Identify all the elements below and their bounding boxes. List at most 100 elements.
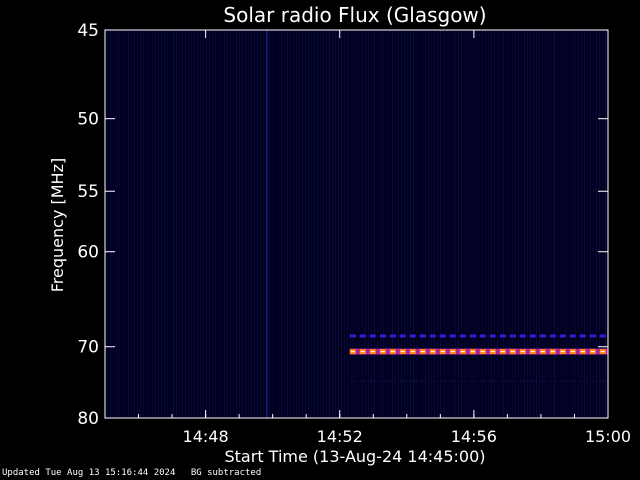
- y-tick-label: 70: [77, 338, 99, 358]
- plot-frame: [104, 29, 609, 419]
- noise-streak: [584, 30, 585, 418]
- noise-streak: [479, 30, 480, 418]
- noise-streak: [314, 30, 315, 418]
- band-dash: [569, 380, 576, 383]
- band-core: [410, 351, 415, 353]
- noise-streak: [188, 30, 189, 418]
- band-core: [350, 351, 355, 353]
- band-dash: [489, 380, 496, 383]
- noise-streak: [560, 30, 561, 418]
- y-axis-label: Frequency [MHz]: [48, 158, 67, 292]
- x-tick-label: 14:52: [317, 427, 363, 446]
- band-dash: [369, 380, 376, 383]
- band-dash: [589, 334, 596, 338]
- noise-streak: [578, 30, 579, 418]
- noise-streak: [272, 30, 273, 418]
- noise-streak: [470, 30, 471, 418]
- noise-streak: [275, 30, 276, 418]
- band-core: [450, 351, 455, 353]
- band-dash: [409, 380, 416, 383]
- noise-streak: [293, 30, 294, 418]
- noise-streak: [503, 30, 504, 418]
- noise-streak: [545, 30, 546, 418]
- noise-streak: [302, 30, 303, 418]
- noise-streak: [236, 30, 237, 418]
- y-tick-label: 50: [77, 110, 99, 130]
- noise-streak: [575, 30, 576, 418]
- noise-streak: [179, 30, 180, 418]
- noise-streak: [239, 30, 240, 418]
- noise-streak: [113, 30, 114, 418]
- noise-streak: [428, 30, 429, 418]
- band-dash: [359, 334, 366, 338]
- noise-streak: [311, 30, 312, 418]
- noise-streak: [473, 30, 474, 418]
- y-tick-label: 80: [77, 409, 99, 429]
- noise-streak: [269, 30, 270, 418]
- noise-streak: [155, 30, 156, 418]
- noise-streak: [251, 30, 252, 418]
- noise-streak: [518, 30, 519, 418]
- noise-streak: [194, 30, 195, 418]
- noise-streak: [434, 30, 435, 418]
- noise-streak: [335, 30, 336, 418]
- band-core: [540, 351, 545, 353]
- noise-streak: [380, 30, 381, 418]
- noise-streak: [254, 30, 255, 418]
- noise-streak: [359, 30, 360, 418]
- noise-streak: [383, 30, 384, 418]
- noise-streak: [263, 30, 264, 418]
- band-dash: [429, 380, 436, 383]
- x-tick-label: 14:56: [451, 427, 497, 446]
- noise-streak: [299, 30, 300, 418]
- band-dash: [409, 334, 416, 338]
- band-dash: [579, 334, 586, 338]
- x-tick-label: 14:48: [183, 427, 229, 446]
- band-dash: [399, 380, 406, 383]
- noise-streak: [485, 30, 486, 418]
- noise-streak: [452, 30, 453, 418]
- noise-streak: [368, 30, 369, 418]
- noise-streak: [392, 30, 393, 418]
- noise-streak: [449, 30, 450, 418]
- band-dash: [419, 380, 426, 383]
- noise-streak: [395, 30, 396, 418]
- noise-streak: [446, 30, 447, 418]
- noise-streak: [566, 30, 567, 418]
- band-core: [590, 351, 595, 353]
- noise-streak: [563, 30, 564, 418]
- band-core: [510, 351, 515, 353]
- emission-band: [349, 380, 606, 383]
- noise-streak: [110, 30, 111, 418]
- band-core: [430, 351, 435, 353]
- band-dash: [519, 380, 526, 383]
- noise-streak: [569, 30, 570, 418]
- noise-streak: [206, 30, 207, 418]
- noise-streak: [581, 30, 582, 418]
- noise-streak: [599, 30, 600, 418]
- noise-streak: [197, 30, 198, 418]
- x-axis-label: Start Time (13-Aug-24 14:45:00): [225, 447, 486, 466]
- noise-streak: [539, 30, 540, 418]
- band-core: [600, 351, 605, 353]
- noise-streak: [284, 30, 285, 418]
- noise-streak: [500, 30, 501, 418]
- noise-streak: [131, 30, 132, 418]
- band-dash: [379, 334, 386, 338]
- band-dash: [349, 380, 356, 383]
- noise-streak: [416, 30, 417, 418]
- noise-streak: [296, 30, 297, 418]
- noise-streak: [374, 30, 375, 418]
- emission-bands: [349, 334, 608, 383]
- noise-streak: [596, 30, 597, 418]
- noise-streak: [134, 30, 135, 418]
- noise-streak: [422, 30, 423, 418]
- band-core: [400, 351, 405, 353]
- noise-streak: [185, 30, 186, 418]
- noise-streak: [536, 30, 537, 418]
- noise-streak: [248, 30, 249, 418]
- noise-streak: [410, 30, 411, 418]
- band-core: [580, 351, 585, 353]
- band-dash: [419, 334, 426, 338]
- noise-streak: [164, 30, 165, 418]
